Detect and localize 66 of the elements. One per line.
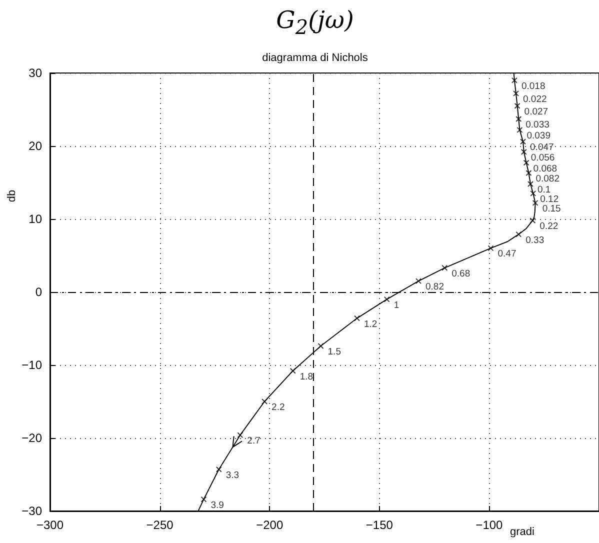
annotation: 0.33 <box>526 234 544 246</box>
point <box>262 398 268 404</box>
annotation: 0.15 <box>542 203 561 214</box>
x-tick-label: −250 <box>146 518 174 532</box>
point <box>527 180 534 187</box>
y-axis-title: db <box>6 190 18 202</box>
chart-title: G$_{2}$(jω) <box>275 6 355 39</box>
point <box>354 315 360 322</box>
point <box>318 343 324 350</box>
annotation: 0.068 <box>533 163 558 174</box>
point <box>520 148 527 155</box>
y-tick-label: −20 <box>22 431 42 445</box>
chart-subtitle: diagramma di Nichols <box>261 52 369 64</box>
annotation: 0.1 <box>537 184 551 196</box>
annotation: 0.033 <box>526 119 550 130</box>
x-axis-title: gradi <box>510 526 534 538</box>
annotation: 0.47 <box>498 248 516 260</box>
x-tick-label: −150 <box>366 518 394 532</box>
annotation: 1 <box>394 300 400 311</box>
point <box>530 217 536 224</box>
y-tick-label: 30 <box>28 66 42 80</box>
annotation: 0.039 <box>526 130 551 142</box>
point <box>530 190 536 196</box>
annotation: 0.018 <box>521 80 546 92</box>
point <box>516 126 523 133</box>
point <box>442 264 448 271</box>
point <box>514 102 520 109</box>
annotation: 0.027 <box>524 106 548 118</box>
point <box>415 278 422 284</box>
annotation: 0.68 <box>452 268 470 280</box>
point <box>520 138 526 145</box>
point <box>523 160 530 166</box>
point <box>516 231 522 238</box>
point <box>526 170 532 176</box>
annotation: 2.2 <box>272 402 285 413</box>
annotation: 0.082 <box>536 174 560 185</box>
point <box>512 90 519 96</box>
x-tick-label: −200 <box>256 518 284 532</box>
annotation: 0.12 <box>540 194 559 205</box>
annotation: 1.5 <box>328 346 341 358</box>
point <box>200 496 207 502</box>
point <box>216 466 222 472</box>
point <box>511 77 518 84</box>
annotation: 3.3 <box>226 470 240 481</box>
y-tick-label: −30 <box>22 504 42 518</box>
point <box>516 116 522 122</box>
annotation: 0.047 <box>530 142 554 154</box>
annotation: 3.9 <box>210 500 224 511</box>
point <box>237 432 244 438</box>
annotation: 1.8 <box>300 371 314 382</box>
annotation: 0.056 <box>530 152 555 164</box>
y-tick-label: −10 <box>22 358 42 372</box>
point <box>384 296 390 302</box>
annotation: 1.2 <box>364 318 378 330</box>
annotation: 0.82 <box>425 282 444 293</box>
point <box>488 245 494 252</box>
y-tick-label: 0 <box>35 285 42 299</box>
annotation: 2.7 <box>247 436 260 447</box>
y-tick-label: 10 <box>28 212 42 226</box>
point <box>290 368 296 374</box>
x-tick-label: −100 <box>476 518 504 532</box>
x-tick-label: −300 <box>36 518 64 532</box>
point <box>532 200 538 206</box>
annotation: 0.022 <box>522 94 547 105</box>
annotation: 0.22 <box>540 220 558 232</box>
y-tick-label: 20 <box>28 139 42 153</box>
